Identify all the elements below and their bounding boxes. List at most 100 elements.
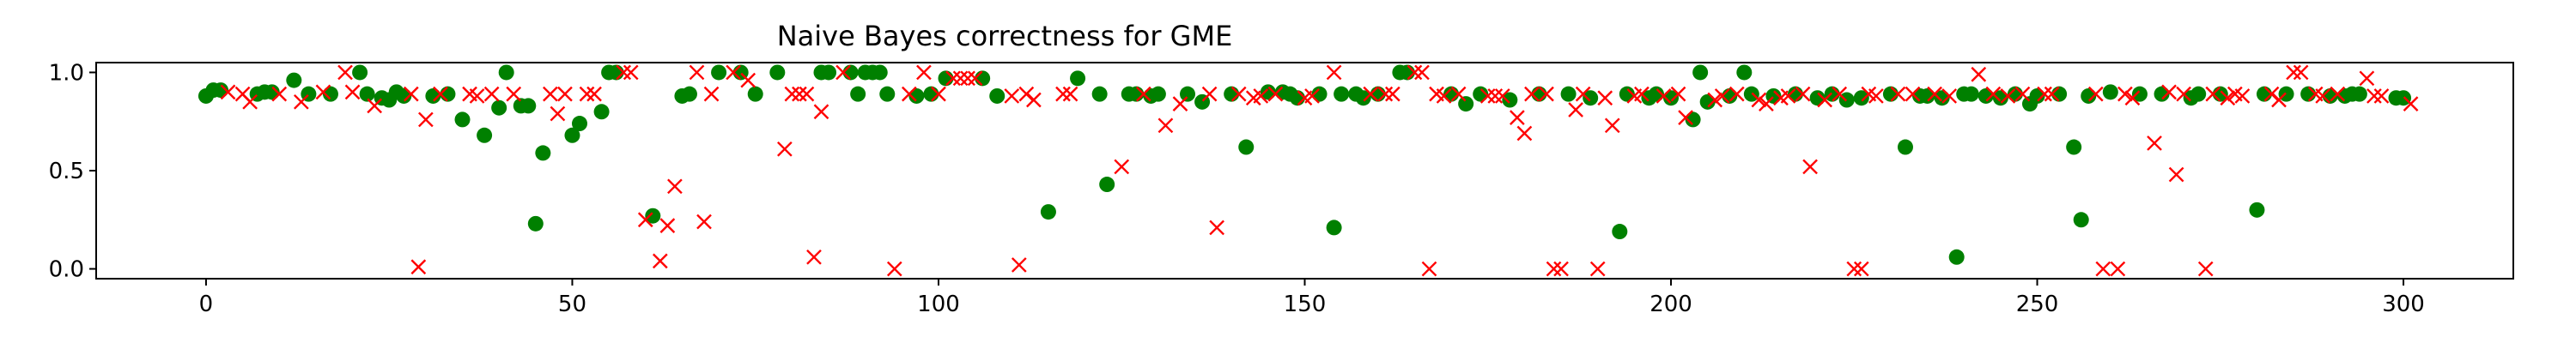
data-point-x <box>1546 261 1562 277</box>
data-point-circle <box>425 87 441 104</box>
data-point-circle <box>2190 86 2207 102</box>
data-point-circle <box>2102 84 2118 100</box>
x-tick-label: 200 <box>1649 292 1692 317</box>
data-point-x <box>2234 88 2251 104</box>
data-point-x <box>403 86 419 102</box>
data-point-x <box>1751 92 1767 108</box>
data-point-x <box>410 259 427 275</box>
data-point-x <box>623 64 639 81</box>
data-point-circle <box>1355 90 1371 106</box>
data-point-x <box>293 93 309 110</box>
plot-area-frame <box>95 62 2514 280</box>
data-point-x <box>2037 86 2052 102</box>
data-point-x <box>2124 90 2141 106</box>
data-point-x <box>1004 88 1020 104</box>
data-point-circle <box>2029 87 2045 104</box>
data-point-circle <box>1311 86 1327 102</box>
data-point-circle <box>2051 86 2068 102</box>
data-point-x <box>1267 86 1284 102</box>
data-point-circle <box>1992 90 2008 106</box>
data-point-x <box>1487 88 1504 104</box>
data-point-x <box>1377 86 1394 102</box>
data-point-x <box>1817 92 1832 108</box>
data-point-circle <box>527 215 544 232</box>
data-point-circle <box>1334 86 1350 102</box>
data-point-circle <box>2131 86 2148 102</box>
data-point-circle <box>1473 86 1489 102</box>
data-point-x <box>2197 261 2214 277</box>
data-point-circle <box>1560 86 1577 102</box>
data-point-x <box>315 84 331 100</box>
data-point-x <box>2087 86 2104 102</box>
data-point-x <box>242 93 258 110</box>
data-point-x <box>344 84 361 100</box>
x-tick-label: 150 <box>1284 292 1327 317</box>
data-point-circle <box>572 116 587 132</box>
data-point-circle <box>989 87 1005 104</box>
data-point-x <box>2014 86 2031 102</box>
data-point-x <box>2366 88 2382 104</box>
data-points <box>197 64 2419 277</box>
data-point-circle <box>2073 212 2089 228</box>
data-point-x <box>1759 96 1774 111</box>
data-point-x <box>799 86 815 102</box>
data-point-circle <box>2081 87 2097 104</box>
x-tick-label: 50 <box>558 292 586 317</box>
data-point-circle <box>322 86 338 102</box>
data-point-x <box>1011 257 1027 273</box>
data-point-x <box>1678 110 1693 125</box>
data-point-x <box>337 64 353 81</box>
y-tick-label: 0.0 <box>49 257 84 283</box>
data-point-circle <box>1531 86 1547 102</box>
data-point-circle <box>1150 86 1166 102</box>
data-point-x <box>543 86 558 102</box>
x-tick-label: 250 <box>2016 292 2059 317</box>
data-point-x <box>2205 86 2221 102</box>
data-point-x <box>952 70 969 87</box>
data-point-x <box>469 88 485 104</box>
data-point-x <box>1575 86 1591 102</box>
data-point-x <box>1479 88 1496 104</box>
data-point-x <box>667 178 683 195</box>
data-point-x <box>1728 86 1745 102</box>
data-point-circle <box>2351 86 2367 102</box>
data-point-circle <box>1238 139 1255 155</box>
data-point-x <box>1890 86 1906 102</box>
data-point-x <box>2220 90 2236 106</box>
data-point-circle <box>2256 86 2272 102</box>
data-point-circle <box>359 86 375 102</box>
data-point-x <box>2359 70 2375 87</box>
data-point-x <box>1157 117 1174 134</box>
data-point-x <box>2147 135 2162 151</box>
data-point-x <box>2293 64 2309 81</box>
data-point-x <box>2403 96 2419 111</box>
data-point-x <box>2168 166 2184 183</box>
data-point-circle <box>1326 220 1342 236</box>
data-point-x <box>1589 261 1606 277</box>
data-point-circle <box>908 87 925 104</box>
data-point-circle <box>1978 87 1994 104</box>
data-point-x <box>1026 92 1042 108</box>
data-point-x <box>271 86 288 102</box>
data-point-circle <box>1619 86 1635 102</box>
data-point-circle <box>1458 96 1474 112</box>
data-point-x <box>1450 86 1467 102</box>
data-point-circle <box>608 64 624 81</box>
data-point-x <box>220 84 236 100</box>
data-point-circle <box>1919 87 1935 104</box>
data-point-x <box>2161 84 2177 100</box>
data-point-x <box>1656 88 1672 104</box>
data-point-x <box>1634 86 1649 102</box>
data-point-x <box>1905 86 1921 102</box>
data-point-x <box>1062 86 1078 102</box>
data-point-circle <box>1128 86 1145 102</box>
data-point-x <box>2110 261 2126 277</box>
data-point-x <box>1780 88 1796 104</box>
data-point-circle <box>1289 90 1305 106</box>
data-point-x <box>652 253 668 269</box>
data-point-x <box>1846 261 1862 277</box>
data-point-circle <box>564 127 580 143</box>
data-point-circle <box>1224 86 1240 102</box>
data-point-x <box>2330 86 2346 102</box>
